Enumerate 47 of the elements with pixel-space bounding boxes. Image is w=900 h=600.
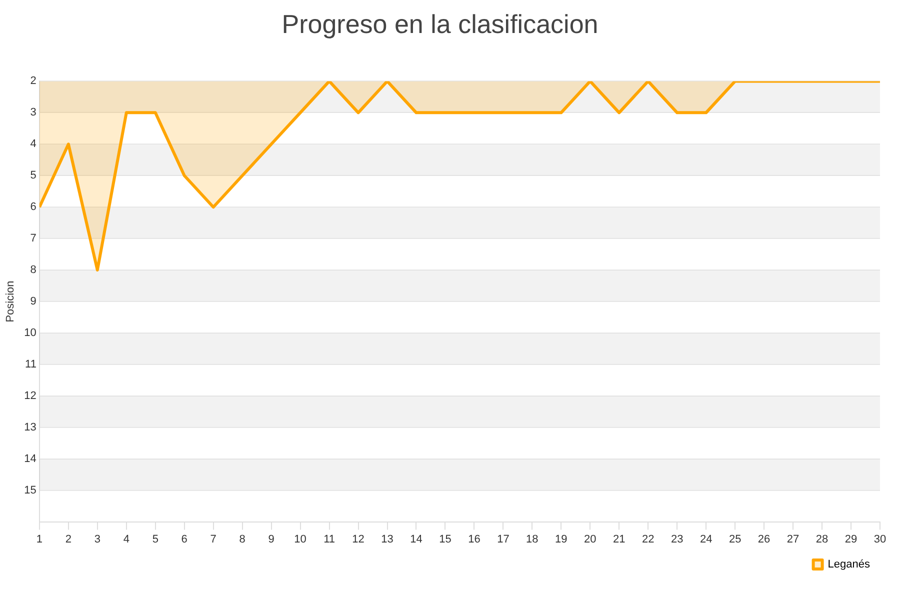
x-tick-label: 9 bbox=[268, 533, 274, 546]
y-tick-label: 7 bbox=[30, 232, 36, 245]
x-tick-label: 2 bbox=[65, 533, 72, 546]
x-tick-label: 16 bbox=[468, 533, 480, 546]
x-tick-label: 15 bbox=[439, 533, 452, 546]
x-tick-label: 3 bbox=[94, 533, 100, 546]
x-tick-label: 23 bbox=[670, 533, 684, 546]
x-tick-label: 18 bbox=[526, 533, 538, 546]
y-tick-label: 4 bbox=[30, 138, 36, 150]
x-tick-label: 24 bbox=[700, 533, 712, 546]
x-tick-label: 21 bbox=[613, 533, 626, 546]
x-tick-label: 26 bbox=[758, 533, 770, 546]
x-tick-label: 11 bbox=[324, 533, 335, 546]
x-tick-label: 20 bbox=[584, 533, 596, 546]
x-tick-label: 6 bbox=[181, 533, 188, 546]
x-tick-label: 7 bbox=[210, 533, 216, 546]
y-axis-title: Posicion bbox=[4, 280, 17, 322]
y-tick-label: 12 bbox=[24, 390, 36, 402]
y-tick-label: 6 bbox=[30, 201, 36, 214]
y-tick-label: 11 bbox=[25, 358, 36, 370]
x-tick-label: 22 bbox=[642, 533, 654, 546]
y-tick-label: 14 bbox=[24, 452, 36, 465]
x-tick-label: 8 bbox=[239, 533, 246, 546]
x-tick-label: 1 bbox=[36, 533, 42, 546]
x-tick-label: 27 bbox=[786, 533, 800, 546]
y-tick-label: 15 bbox=[24, 484, 36, 496]
y-tick-label: 2 bbox=[30, 75, 36, 88]
x-tick-label: 25 bbox=[728, 533, 742, 546]
y-tick-label: 13 bbox=[24, 421, 36, 434]
y-tick-label: 3 bbox=[30, 106, 36, 119]
x-tick-label: 10 bbox=[294, 533, 306, 546]
x-tick-label: 17 bbox=[497, 533, 510, 546]
y-tick-label: 5 bbox=[30, 170, 36, 182]
y-tick-label: 10 bbox=[24, 327, 36, 340]
x-tick-label: 28 bbox=[816, 533, 828, 546]
chart-title: Progreso en la clasificacion bbox=[282, 8, 598, 39]
y-tick-label: 9 bbox=[30, 296, 36, 308]
y-tick-label: 8 bbox=[30, 264, 36, 276]
x-tick-label: 4 bbox=[123, 533, 130, 546]
x-tick-label: 19 bbox=[555, 533, 568, 546]
legend-label: Leganés bbox=[828, 558, 870, 571]
x-tick-label: 29 bbox=[844, 533, 858, 546]
x-tick-label: 12 bbox=[352, 533, 364, 546]
x-tick-label: 30 bbox=[874, 533, 886, 546]
x-tick-label: 14 bbox=[410, 533, 422, 546]
x-tick-label: 13 bbox=[381, 533, 394, 546]
x-tick-label: 5 bbox=[152, 533, 158, 546]
